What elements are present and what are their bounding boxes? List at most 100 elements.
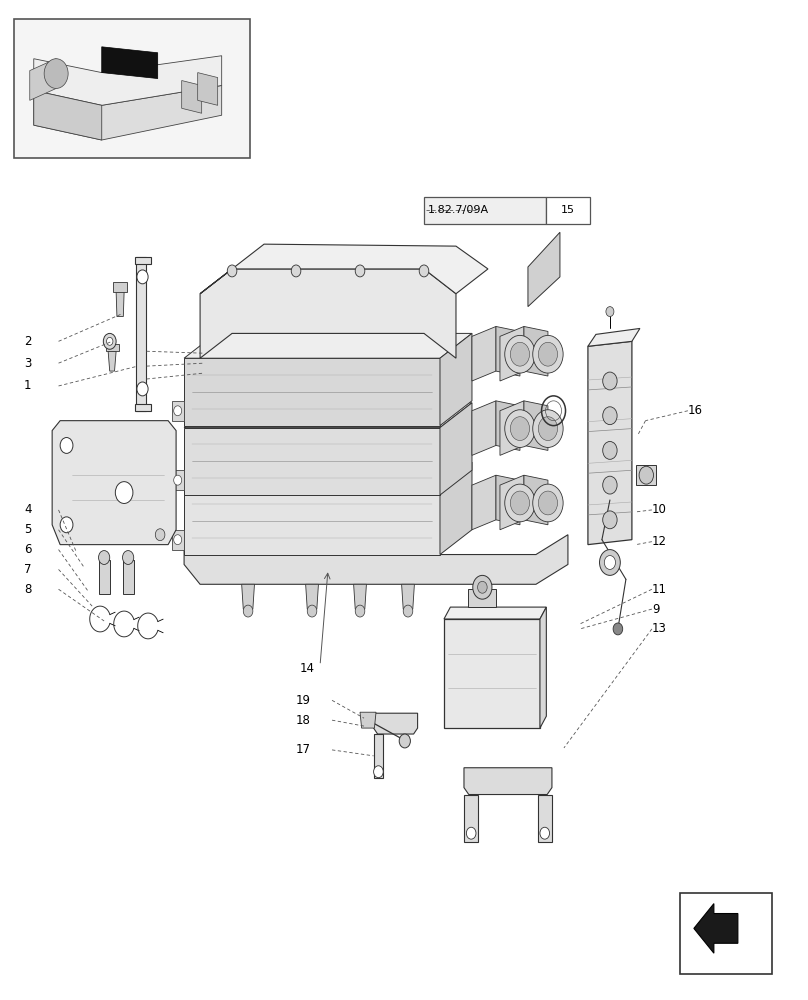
Circle shape [99, 551, 110, 564]
Circle shape [356, 265, 365, 277]
Text: 5: 5 [24, 523, 32, 536]
Polygon shape [468, 589, 496, 607]
Text: 18: 18 [296, 714, 311, 727]
Text: 2: 2 [24, 335, 32, 348]
Polygon shape [524, 475, 548, 525]
Bar [545, 197, 590, 224]
Polygon shape [184, 535, 568, 584]
Circle shape [227, 265, 237, 277]
Bar [444, 619, 540, 728]
Circle shape [466, 827, 476, 839]
Circle shape [174, 406, 182, 416]
Circle shape [155, 529, 165, 541]
Circle shape [604, 556, 616, 569]
Circle shape [511, 417, 529, 440]
Text: 1.82.7/09A: 1.82.7/09A [428, 205, 489, 215]
Polygon shape [34, 85, 221, 140]
Polygon shape [373, 713, 418, 734]
Text: 1: 1 [24, 379, 32, 392]
Bar [14, 19, 250, 158]
Circle shape [473, 575, 492, 599]
Circle shape [123, 551, 133, 564]
Polygon shape [373, 734, 383, 778]
Circle shape [538, 342, 558, 366]
Bar [424, 197, 545, 224]
Circle shape [603, 407, 617, 425]
Polygon shape [540, 607, 546, 728]
Polygon shape [184, 428, 440, 495]
Text: 10: 10 [652, 503, 667, 516]
Text: 4: 4 [24, 503, 32, 516]
Polygon shape [184, 487, 440, 555]
Polygon shape [444, 607, 546, 619]
Polygon shape [500, 475, 524, 530]
Circle shape [60, 517, 73, 533]
Polygon shape [402, 584, 415, 609]
Polygon shape [354, 584, 366, 609]
Polygon shape [108, 351, 116, 371]
Polygon shape [472, 475, 496, 530]
Circle shape [107, 337, 113, 345]
Polygon shape [537, 795, 552, 842]
Polygon shape [123, 559, 133, 594]
Circle shape [511, 342, 529, 366]
Polygon shape [305, 584, 318, 609]
Polygon shape [184, 358, 440, 426]
Polygon shape [184, 462, 472, 487]
Polygon shape [184, 333, 472, 358]
Polygon shape [496, 401, 520, 450]
Polygon shape [200, 244, 488, 294]
Polygon shape [182, 81, 202, 113]
Polygon shape [30, 59, 56, 100]
Circle shape [403, 605, 413, 617]
Circle shape [532, 335, 563, 373]
Circle shape [505, 335, 535, 373]
Circle shape [174, 535, 182, 545]
Polygon shape [99, 559, 110, 594]
Polygon shape [172, 470, 184, 490]
Circle shape [613, 623, 623, 635]
Circle shape [60, 438, 73, 453]
Circle shape [356, 605, 365, 617]
Text: 7: 7 [24, 563, 32, 576]
Text: 12: 12 [652, 535, 667, 548]
Circle shape [505, 484, 535, 522]
Circle shape [600, 550, 621, 575]
Polygon shape [200, 269, 456, 358]
Circle shape [103, 333, 116, 349]
Text: 13: 13 [652, 622, 667, 635]
Text: 6: 6 [24, 543, 32, 556]
Polygon shape [440, 403, 472, 495]
Polygon shape [464, 768, 552, 795]
Polygon shape [528, 232, 560, 307]
Circle shape [44, 59, 68, 88]
Circle shape [538, 491, 558, 515]
Polygon shape [440, 462, 472, 555]
Circle shape [603, 441, 617, 459]
Polygon shape [694, 904, 738, 953]
Circle shape [532, 410, 563, 447]
Circle shape [606, 307, 614, 317]
Circle shape [478, 581, 487, 593]
Text: 17: 17 [296, 743, 311, 756]
Bar [680, 893, 772, 974]
Circle shape [505, 410, 535, 447]
Polygon shape [496, 475, 520, 525]
Polygon shape [184, 403, 472, 428]
Text: 16: 16 [688, 404, 703, 417]
Polygon shape [136, 257, 145, 411]
Polygon shape [472, 401, 496, 455]
Polygon shape [113, 282, 128, 292]
Circle shape [603, 511, 617, 529]
Circle shape [116, 482, 133, 503]
Polygon shape [500, 326, 524, 381]
Circle shape [419, 265, 429, 277]
Polygon shape [464, 795, 478, 842]
Circle shape [243, 605, 253, 617]
Polygon shape [440, 333, 472, 426]
Polygon shape [360, 712, 376, 728]
Circle shape [639, 466, 654, 484]
Polygon shape [500, 401, 524, 455]
Polygon shape [34, 56, 221, 105]
Polygon shape [242, 584, 255, 609]
